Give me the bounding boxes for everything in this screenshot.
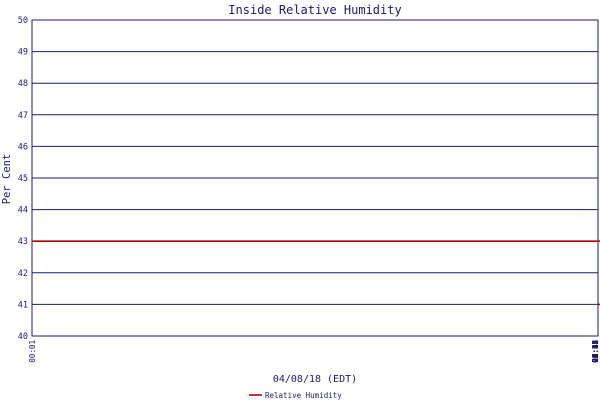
- y-tick-label: 49: [18, 48, 28, 58]
- x-tick-label: 18:45: [591, 340, 600, 363]
- y-tick-label: 40: [18, 332, 28, 342]
- y-tick-label: 48: [18, 79, 28, 89]
- x-tick-label: 16:24: [591, 340, 600, 363]
- x-tick-label: 12:53: [591, 340, 600, 363]
- x-tick-label: 21:05: [591, 340, 600, 363]
- x-tick-label: 04:41: [591, 340, 600, 363]
- y-tick-label: 50: [18, 16, 28, 26]
- x-tick-label: 00:01: [28, 340, 37, 363]
- y-axis-label: Per Cent: [1, 154, 13, 205]
- x-tick-label: 22:15: [591, 340, 600, 363]
- x-tick-label: 02:21: [591, 340, 600, 363]
- y-tick-label: 42: [18, 269, 28, 279]
- x-tick-label: 17:34: [591, 340, 600, 363]
- y-tick-label: 43: [18, 237, 28, 247]
- legend: Relative Humidity: [249, 391, 342, 400]
- chart-title: Inside Relative Humidity: [228, 3, 401, 17]
- y-tick-label: 47: [18, 111, 28, 121]
- x-tick-label: 15:14: [591, 340, 600, 363]
- x-axis-label: 04/08/18 (EDT): [273, 374, 357, 385]
- x-tick-label: 14:04: [591, 340, 600, 363]
- x-tick-label: 11:43: [591, 340, 600, 363]
- y-tick-labels: 40 41 42 43 44 45 46 47 48 49 50: [18, 16, 28, 342]
- horizontal-gridlines: [32, 19, 598, 337]
- x-tick-label: 03:31: [591, 340, 600, 363]
- x-tick-label: 05:52: [591, 340, 600, 363]
- vertical-gridlines: [31, 20, 599, 336]
- x-tick-label: 19:55: [591, 340, 600, 363]
- y-tick-label: 46: [18, 142, 28, 152]
- y-tick-label: 44: [18, 206, 28, 216]
- y-tick-label: 45: [18, 174, 28, 184]
- x-tick-label: 23:25: [591, 340, 600, 363]
- x-tick-label: 01:11: [591, 340, 600, 363]
- x-tick-labels: 00:01 01:1102:2103:3104:4105:5207:0208:12…: [28, 340, 600, 363]
- x-tick-label: 09:23: [591, 340, 600, 363]
- x-tick-label: 08:12: [591, 340, 600, 363]
- legend-label: Relative Humidity: [265, 391, 342, 400]
- x-tick-label: 10:33: [591, 340, 600, 363]
- x-tick-label: 07:02: [591, 340, 600, 363]
- y-tick-label: 41: [18, 300, 28, 310]
- plot-area: [31, 19, 600, 337]
- x-tick-label: 00:35: [591, 340, 600, 363]
